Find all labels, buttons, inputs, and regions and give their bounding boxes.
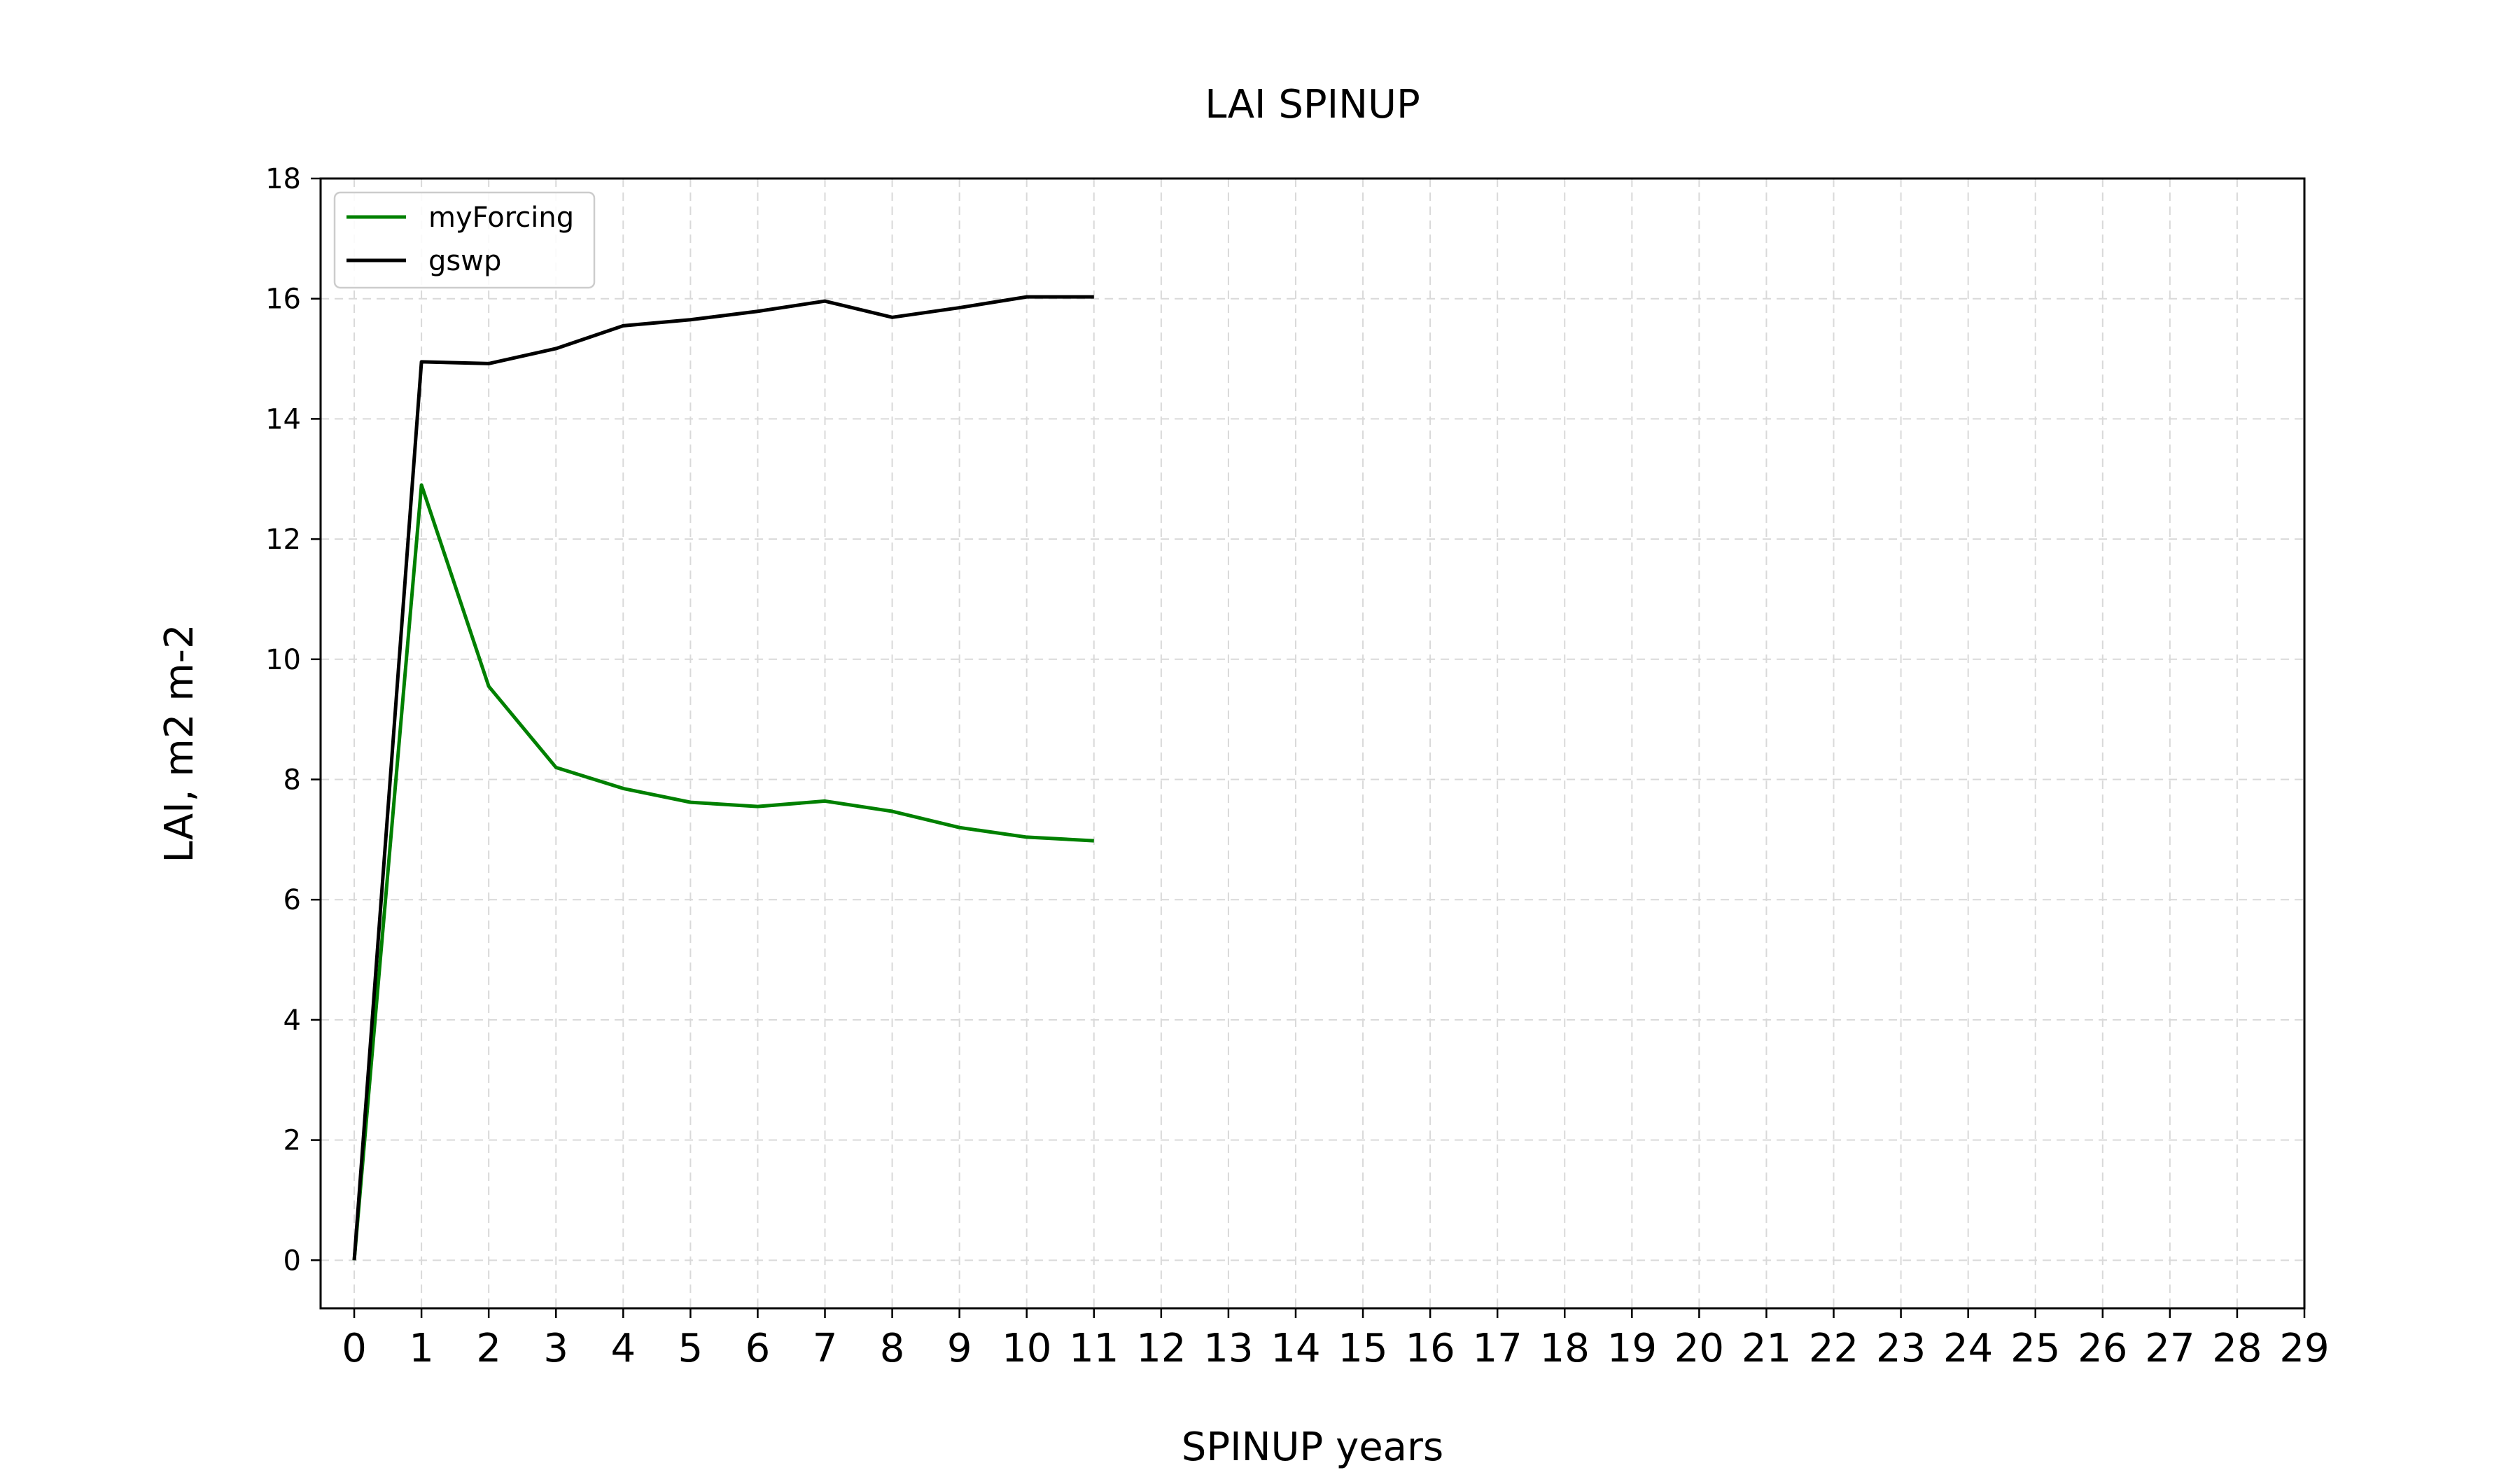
legend-label: gswp [428,245,501,277]
x-tick-label: 12 [1136,1326,1186,1371]
x-tick-label: 13 [1203,1326,1253,1371]
y-tick-label: 14 [265,403,301,435]
grid [321,178,2305,1308]
x-tick-label: 8 [880,1326,905,1371]
series-line-myForcing [352,483,1094,1261]
x-tick-label: 22 [1809,1326,1858,1371]
x-tick-label: 24 [1943,1326,1993,1371]
x-tick-label: 3 [543,1326,568,1371]
x-tick-label: 5 [678,1326,704,1371]
x-axis-label: SPINUP years [1182,1424,1443,1470]
x-tick-label: 20 [1674,1326,1724,1371]
y-tick-label: 0 [284,1245,301,1277]
y-axis: 0 2 4 6 8 10 12 14 16 18 [265,163,321,1277]
x-tick-label: 19 [1607,1326,1657,1371]
x-axis: 0 1 2 3 4 5 6 7 8 9 10 11 12 13 14 15 16 17 18 19 20 21 22 23 24… [342,1308,2330,1371]
x-tick-label: 14 [1270,1326,1320,1371]
series-layer [352,295,1094,1261]
x-tick-label: 21 [1742,1326,1791,1371]
x-tick-label: 10 [1002,1326,1051,1371]
y-tick-label: 6 [284,884,301,916]
chart-title: LAI SPINUP [1205,82,1420,127]
x-tick-label: 23 [1876,1326,1926,1371]
x-tick-label: 2 [476,1326,501,1371]
x-tick-label: 27 [2145,1326,2194,1371]
y-tick-label: 18 [265,163,301,195]
y-tick-label: 4 [284,1004,301,1037]
x-tick-label: 6 [746,1326,771,1371]
x-tick-label: 25 [2010,1326,2060,1371]
legend-label: myForcing [428,202,574,234]
y-tick-label: 10 [265,644,301,676]
x-tick-label: 4 [610,1326,636,1371]
legend: myForcing gswp [333,191,596,289]
plot-frame [319,177,2306,1310]
x-tick-label: 16 [1405,1326,1455,1371]
x-tick-label: 28 [2212,1326,2262,1371]
y-tick-label: 2 [284,1125,301,1157]
x-tick-label: 7 [813,1326,838,1371]
x-tick-label: 17 [1473,1326,1522,1371]
x-tick-label: 0 [342,1326,367,1371]
y-axis-label: LAI, m2 m-2 [157,624,202,862]
x-tick-label: 15 [1338,1326,1387,1371]
x-tick-label: 11 [1069,1326,1119,1371]
x-tick-label: 26 [2078,1326,2127,1371]
y-tick-label: 16 [265,284,301,316]
x-tick-label: 18 [1540,1326,1590,1371]
y-tick-label: 12 [265,524,301,556]
y-tick-label: 8 [284,764,301,797]
x-tick-label: 1 [409,1326,434,1371]
x-tick-label: 9 [947,1326,972,1371]
x-tick-label: 29 [2279,1326,2329,1371]
series-line-gswp [352,295,1094,1261]
